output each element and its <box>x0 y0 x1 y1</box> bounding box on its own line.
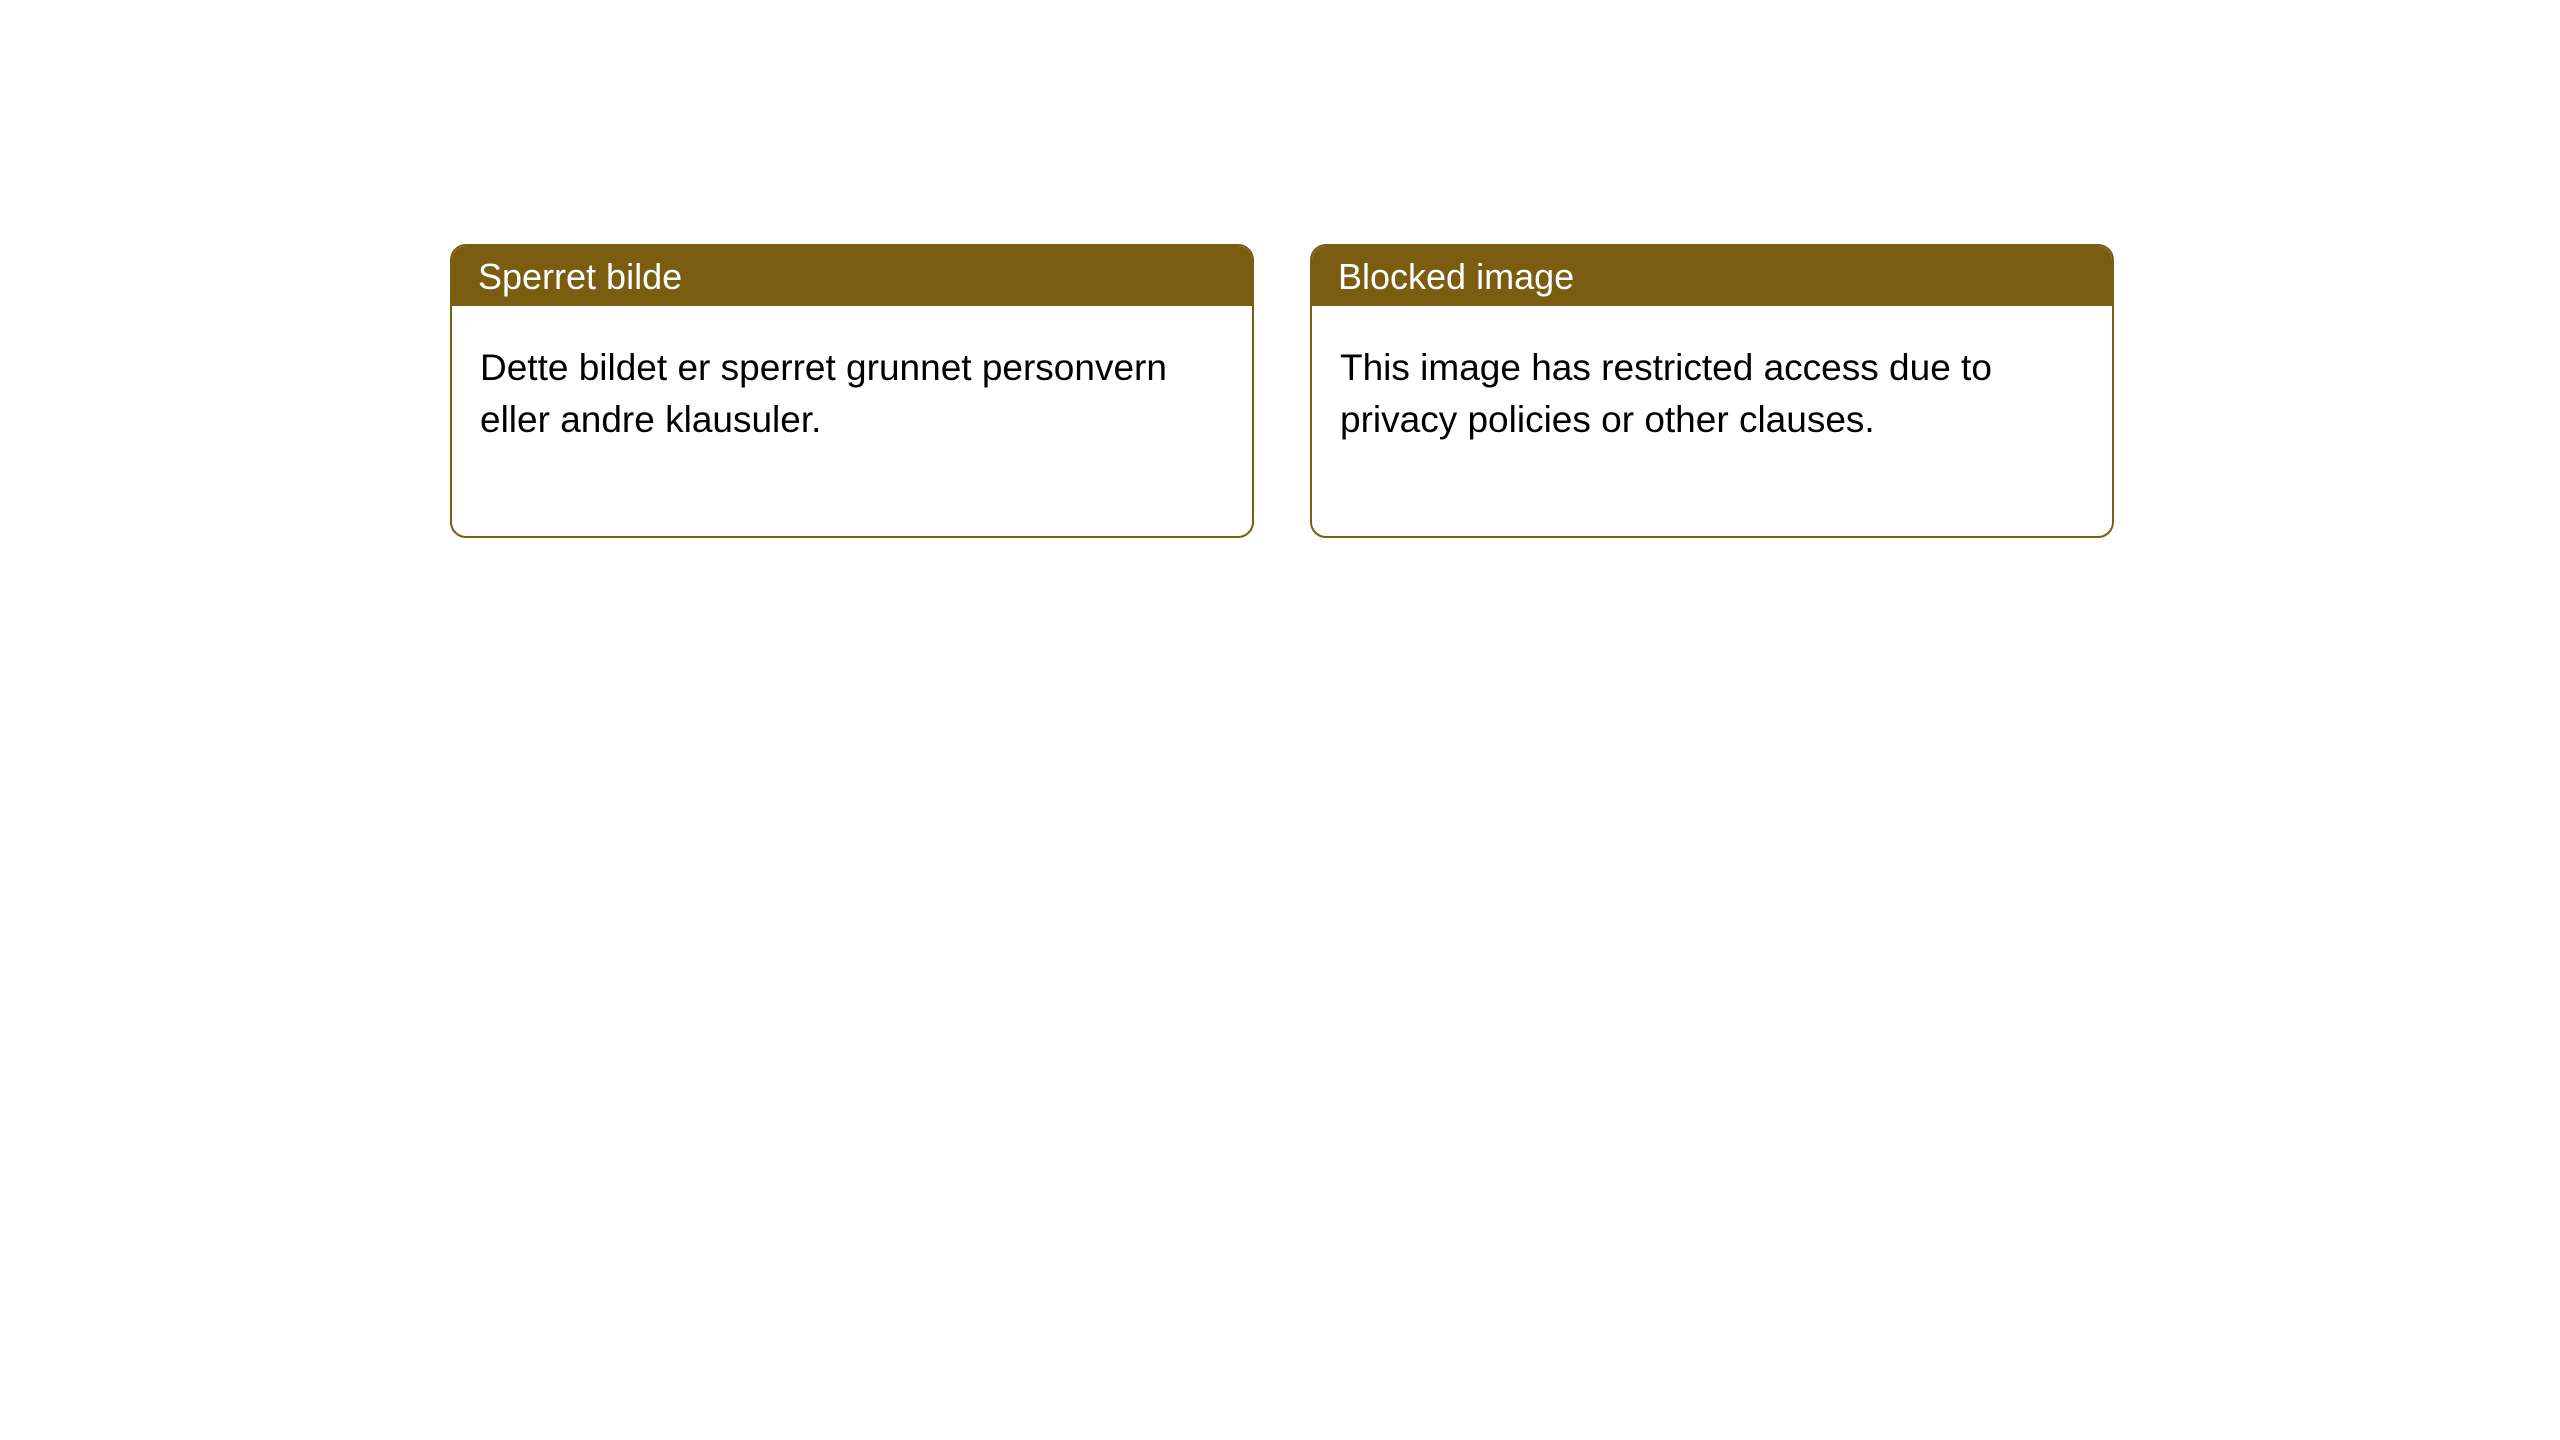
card-title: Blocked image <box>1338 256 1574 297</box>
card-body-text: Dette bildet er sperret grunnet personve… <box>480 347 1167 440</box>
card-header: Blocked image <box>1312 246 2112 306</box>
card-header: Sperret bilde <box>452 246 1252 306</box>
notice-card-english: Blocked image This image has restricted … <box>1310 244 2114 538</box>
notice-cards-container: Sperret bilde Dette bildet er sperret gr… <box>0 0 2560 538</box>
card-body: This image has restricted access due to … <box>1312 306 2112 536</box>
notice-card-norwegian: Sperret bilde Dette bildet er sperret gr… <box>450 244 1254 538</box>
card-body-text: This image has restricted access due to … <box>1340 347 1992 440</box>
card-title: Sperret bilde <box>478 256 682 297</box>
card-body: Dette bildet er sperret grunnet personve… <box>452 306 1252 536</box>
